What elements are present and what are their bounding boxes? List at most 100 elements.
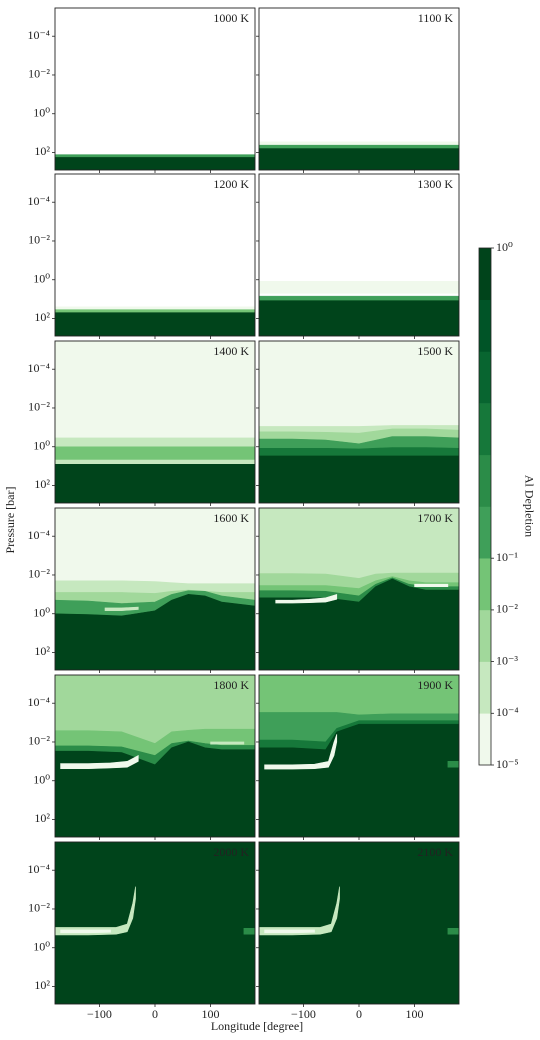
- panel-title: 1800 K: [213, 678, 249, 692]
- colorbar-band: [479, 609, 491, 662]
- y-tick-label: 10⁻⁴: [27, 862, 50, 876]
- colorbar-band: [479, 506, 491, 559]
- panel-title: 2000 K: [213, 845, 249, 859]
- contour-region: [259, 842, 459, 1004]
- panel-title: 1200 K: [213, 177, 249, 191]
- x-axis-label: Longitude [degree]: [211, 1019, 303, 1033]
- y-tick-label: 10²: [34, 144, 50, 158]
- contour-region: [243, 928, 255, 935]
- contour-region: [104, 606, 139, 612]
- contour-region: [414, 583, 449, 587]
- contour-region: [264, 734, 338, 770]
- contour-group: [259, 341, 459, 503]
- contour-region: [447, 761, 459, 768]
- panel-title: 1000 K: [213, 11, 249, 25]
- contour-group: [55, 508, 255, 670]
- y-tick-label: 10⁰: [33, 271, 50, 285]
- colorbar-band: [479, 454, 491, 507]
- colorbar-frame: [478, 247, 492, 766]
- contour-group: [259, 280, 459, 336]
- y-tick-label: 10²: [34, 978, 50, 992]
- y-tick-label: 10⁻⁴: [27, 695, 50, 709]
- panel-title: 1300 K: [417, 177, 453, 191]
- panel-title: 1500 K: [417, 344, 453, 358]
- contour-region: [55, 446, 255, 460]
- y-axis-label: Pressure [bar]: [3, 487, 17, 554]
- colorbar-band: [479, 558, 491, 611]
- contour-region: [55, 842, 255, 1004]
- y-tick-label: 10²: [34, 644, 50, 658]
- y-tick-label: 10²: [34, 310, 50, 324]
- y-tick-label: 10⁰: [33, 939, 50, 953]
- contour-group: [259, 842, 459, 1004]
- panel-background: [55, 8, 255, 170]
- y-tick-label: 10⁻²: [28, 567, 50, 581]
- colorbar-tick-label: 10⁻³: [496, 653, 518, 667]
- contour-region: [259, 455, 459, 503]
- contour-region: [259, 300, 459, 336]
- contour-region: [275, 593, 338, 604]
- colorbar-tick-label: 10⁻⁵: [496, 757, 519, 771]
- colorbar-tick-label: 10⁻²: [496, 602, 518, 616]
- contour-group: [55, 842, 255, 1004]
- contour-region: [55, 594, 255, 670]
- y-tick-label: 10⁰: [33, 772, 50, 786]
- colorbar-band: [479, 661, 491, 714]
- y-tick-label: 10⁻²: [28, 67, 50, 81]
- colorbar-label: Al Depletion: [522, 475, 536, 537]
- x-tick-label: 0: [152, 1007, 158, 1021]
- y-tick-label: 10⁻²: [28, 734, 50, 748]
- y-tick-label: 10⁻²: [28, 233, 50, 247]
- panel-title: 1600 K: [213, 511, 249, 525]
- y-tick-label: 10⁻⁴: [27, 528, 50, 542]
- x-tick-label: 100: [406, 1007, 424, 1021]
- contour-group: [259, 141, 459, 170]
- contour-region: [55, 312, 255, 336]
- colorbar-band: [479, 248, 491, 300]
- contour-region: [259, 280, 459, 294]
- panel-title: 2100 K: [417, 845, 453, 859]
- x-tick-label: −100: [291, 1007, 316, 1021]
- colorbar-band: [479, 351, 491, 404]
- y-tick-label: 10²: [34, 811, 50, 825]
- contour-group: [55, 675, 255, 837]
- x-tick-label: −100: [87, 1007, 112, 1021]
- colorbar-tick-label: 10⁻¹: [496, 550, 518, 564]
- panel-title: 1700 K: [417, 511, 453, 525]
- y-tick-label: 10⁻²: [28, 400, 50, 414]
- colorbar-band: [479, 403, 491, 456]
- contour-region: [447, 928, 459, 935]
- contour-region: [55, 157, 255, 170]
- colorbar-tick-label: 10⁰: [496, 240, 513, 254]
- contour-region: [60, 929, 111, 934]
- y-tick-label: 10⁰: [33, 105, 50, 119]
- panel-title: 1100 K: [418, 11, 454, 25]
- y-tick-label: 10⁻⁴: [27, 28, 50, 42]
- contour-region: [259, 148, 459, 170]
- panel-title: 1900 K: [417, 678, 453, 692]
- y-tick-label: 10⁻⁴: [27, 361, 50, 375]
- contour-region: [264, 929, 315, 934]
- x-tick-label: 100: [202, 1007, 220, 1021]
- contour-group: [55, 306, 255, 336]
- contour-group: [55, 341, 255, 503]
- panel-title: 1400 K: [213, 344, 249, 358]
- colorbar-band: [479, 713, 491, 766]
- contour-region: [259, 723, 459, 837]
- contour-group: [259, 508, 459, 670]
- colorbar-band: [479, 299, 491, 352]
- contour-region: [60, 755, 139, 770]
- y-tick-label: 10⁰: [33, 605, 50, 619]
- contour-region: [55, 463, 255, 503]
- colorbar-tick-label: 10⁻⁴: [496, 705, 519, 719]
- y-tick-label: 10²: [34, 477, 50, 491]
- contour-region: [210, 741, 245, 745]
- x-tick-label: 0: [356, 1007, 362, 1021]
- contour-group: [259, 675, 459, 837]
- y-tick-label: 10⁻²: [28, 901, 50, 915]
- y-tick-label: 10⁰: [33, 438, 50, 452]
- contour-group: [55, 154, 255, 170]
- y-tick-label: 10⁻⁴: [27, 194, 50, 208]
